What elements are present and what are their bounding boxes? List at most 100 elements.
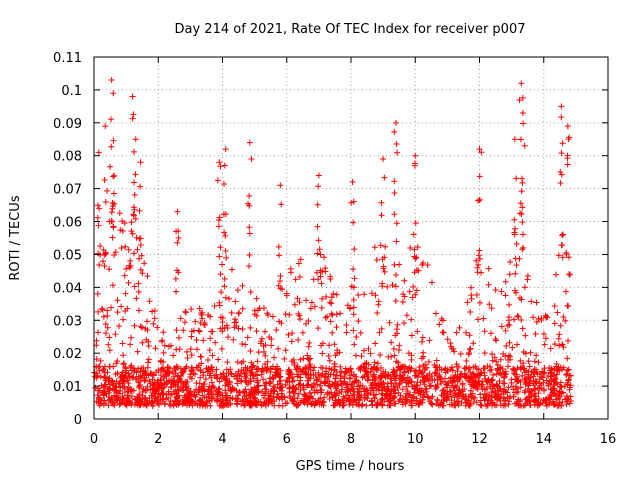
data-point [251, 394, 258, 401]
data-point [260, 394, 267, 401]
data-point [437, 377, 444, 384]
data-point [271, 402, 278, 409]
data-point [216, 217, 223, 224]
data-point [350, 296, 357, 303]
data-point [478, 369, 485, 376]
data-point [539, 374, 546, 381]
data-point [184, 395, 191, 402]
data-point [311, 303, 318, 310]
data-point [493, 337, 500, 344]
data-point [466, 346, 473, 353]
data-point [413, 254, 420, 261]
data-point [549, 385, 556, 392]
data-point [116, 210, 123, 217]
data-point [262, 352, 269, 359]
data-point [391, 189, 398, 196]
data-point [559, 366, 566, 373]
data-point [517, 200, 524, 207]
data-point [476, 299, 483, 306]
data-point [170, 400, 177, 407]
data-point [121, 272, 128, 279]
data-point [144, 273, 151, 280]
data-point [104, 187, 111, 194]
data-point [123, 394, 130, 401]
data-point [132, 171, 139, 178]
data-point [182, 365, 189, 372]
data-point [501, 373, 508, 380]
data-point [108, 77, 115, 84]
data-point [216, 402, 223, 409]
data-point [286, 393, 293, 400]
data-point [117, 387, 124, 394]
data-point [299, 384, 306, 391]
data-point [449, 392, 456, 399]
data-point [318, 280, 325, 287]
data-point [175, 398, 182, 405]
data-point [248, 369, 255, 376]
data-point [128, 334, 135, 341]
data-point [396, 380, 403, 387]
data-point [247, 372, 254, 379]
data-point [360, 347, 367, 354]
data-point [415, 267, 422, 274]
data-point [142, 368, 149, 375]
data-point [434, 381, 441, 388]
data-point [408, 402, 415, 409]
data-point [275, 282, 282, 289]
data-point [239, 326, 246, 333]
data-point [411, 162, 418, 169]
data-point [519, 94, 526, 101]
data-point [272, 366, 279, 373]
data-point [343, 329, 350, 336]
data-point [371, 395, 378, 402]
data-point [520, 231, 527, 238]
data-point [332, 352, 339, 359]
data-point [135, 280, 142, 287]
data-point [201, 387, 208, 394]
data-point [449, 378, 456, 385]
data-point [255, 389, 262, 396]
data-point [176, 346, 183, 353]
data-point [384, 283, 391, 290]
data-point [149, 390, 156, 397]
data-point [212, 339, 219, 346]
data-point [392, 297, 399, 304]
data-point [273, 327, 280, 334]
data-point [111, 402, 118, 409]
data-point [319, 350, 326, 357]
data-point [113, 378, 120, 385]
data-point [538, 315, 545, 322]
data-point [470, 399, 477, 406]
data-point [112, 331, 119, 338]
data-point [507, 393, 514, 400]
data-point [239, 305, 246, 312]
data-point [274, 381, 281, 388]
data-point [519, 325, 526, 332]
data-point [373, 256, 380, 263]
data-point [279, 402, 286, 409]
data-point [563, 401, 570, 408]
data-point [532, 378, 539, 385]
data-point [196, 380, 203, 387]
data-point [428, 279, 435, 286]
data-point [98, 305, 105, 312]
data-point [293, 366, 300, 373]
data-point [478, 269, 485, 276]
data-point [363, 394, 370, 401]
data-point [216, 253, 223, 260]
data-point [368, 397, 375, 404]
data-point [133, 234, 140, 241]
data-point [308, 393, 315, 400]
data-point [158, 369, 165, 376]
data-point [192, 318, 199, 325]
data-point [312, 398, 319, 405]
data-point [142, 387, 149, 394]
data-point [387, 399, 394, 406]
data-point [401, 363, 408, 370]
data-point [319, 268, 326, 275]
data-point [310, 380, 317, 387]
data-point [225, 370, 232, 377]
data-point [408, 316, 415, 323]
data-point [136, 384, 143, 391]
data-point [500, 380, 507, 387]
